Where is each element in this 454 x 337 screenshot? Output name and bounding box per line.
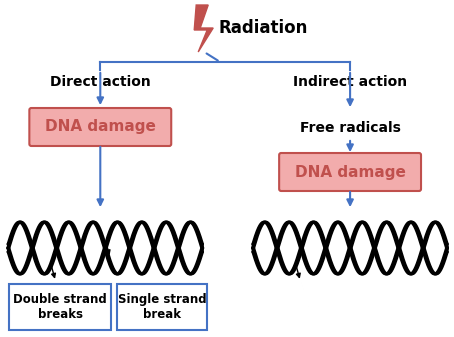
- Text: Indirect action: Indirect action: [293, 75, 407, 89]
- Text: Double strand
breaks: Double strand breaks: [14, 293, 107, 321]
- Text: Radiation: Radiation: [218, 19, 307, 37]
- FancyBboxPatch shape: [10, 284, 111, 330]
- Polygon shape: [194, 5, 213, 52]
- Text: DNA damage: DNA damage: [295, 164, 405, 180]
- FancyBboxPatch shape: [30, 108, 171, 146]
- Text: DNA damage: DNA damage: [45, 120, 156, 134]
- Text: Free radicals: Free radicals: [300, 121, 400, 135]
- FancyBboxPatch shape: [117, 284, 207, 330]
- FancyBboxPatch shape: [279, 153, 421, 191]
- Text: Single strand
break: Single strand break: [118, 293, 207, 321]
- Text: Direct action: Direct action: [50, 75, 151, 89]
